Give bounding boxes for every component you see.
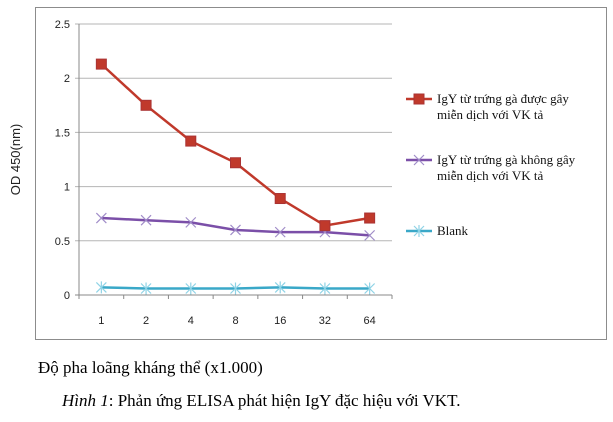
data-point-series-1 <box>274 193 286 205</box>
data-point-series-2 <box>95 212 107 224</box>
data-point-series-1 <box>319 220 331 232</box>
caption-label: Hình 1 <box>62 391 109 410</box>
data-point-series-3 <box>185 282 197 295</box>
x-tick-label: 4 <box>188 315 194 327</box>
y-axis-label: OD 450(nm) <box>8 124 23 196</box>
data-point-series-1 <box>364 212 376 224</box>
data-point-series-1 <box>230 157 241 169</box>
data-point-series-3 <box>274 281 286 294</box>
data-point-series-2 <box>230 224 241 236</box>
data-point-series-2 <box>140 214 152 226</box>
data-point-series-2 <box>364 229 376 241</box>
legend-label-3: Blank <box>437 223 469 238</box>
caption-text: : Phản ứng ELISA phát hiện IgY đặc hiệu … <box>108 391 461 410</box>
x-tick-label: 2 <box>143 315 149 327</box>
chart-frame <box>35 7 607 340</box>
data-point-series-3 <box>364 282 376 295</box>
y-tick-label: 2 <box>64 73 70 85</box>
data-point-series-1 <box>185 135 197 147</box>
y-tick-label: 1.5 <box>55 127 70 139</box>
legend-label-2: IgY từ trứng gà không gây <box>437 152 576 167</box>
x-tick-label: 32 <box>319 315 331 327</box>
data-point-series-1 <box>95 58 107 70</box>
data-point-series-1 <box>140 99 152 111</box>
data-point-series-3 <box>140 282 152 295</box>
series-line-1 <box>100 63 370 227</box>
data-point-series-2 <box>185 216 197 228</box>
data-point-series-3 <box>230 282 241 295</box>
legend-marker-3 <box>413 225 425 237</box>
data-point-series-3 <box>95 281 107 294</box>
figure-caption: Hình 1: Phản ứng ELISA phát hiện IgY đặc… <box>62 391 460 411</box>
y-tick-label: 0 <box>64 290 70 302</box>
x-axis-label: Độ pha loãng kháng thể (x1.000) <box>38 358 263 377</box>
x-tick-label: 64 <box>364 315 376 327</box>
legend-label-1: miễn dịch với VK tả <box>437 107 544 122</box>
data-point-series-2 <box>274 226 286 238</box>
x-tick-label: 1 <box>98 315 104 327</box>
legend-marker-2 <box>413 154 425 166</box>
x-tick-label: 16 <box>274 315 286 327</box>
legend-label-2: miễn dịch với VK tả <box>437 168 544 183</box>
y-tick-label: 0.5 <box>55 236 70 248</box>
legend-marker-1 <box>413 93 425 105</box>
y-tick-label: 1 <box>64 182 70 194</box>
legend-label-1: IgY từ trứng gà được gây <box>437 91 569 106</box>
x-tick-label: 8 <box>232 315 238 327</box>
y-tick-label: 2.5 <box>55 19 70 31</box>
data-point-series-3 <box>319 282 331 295</box>
